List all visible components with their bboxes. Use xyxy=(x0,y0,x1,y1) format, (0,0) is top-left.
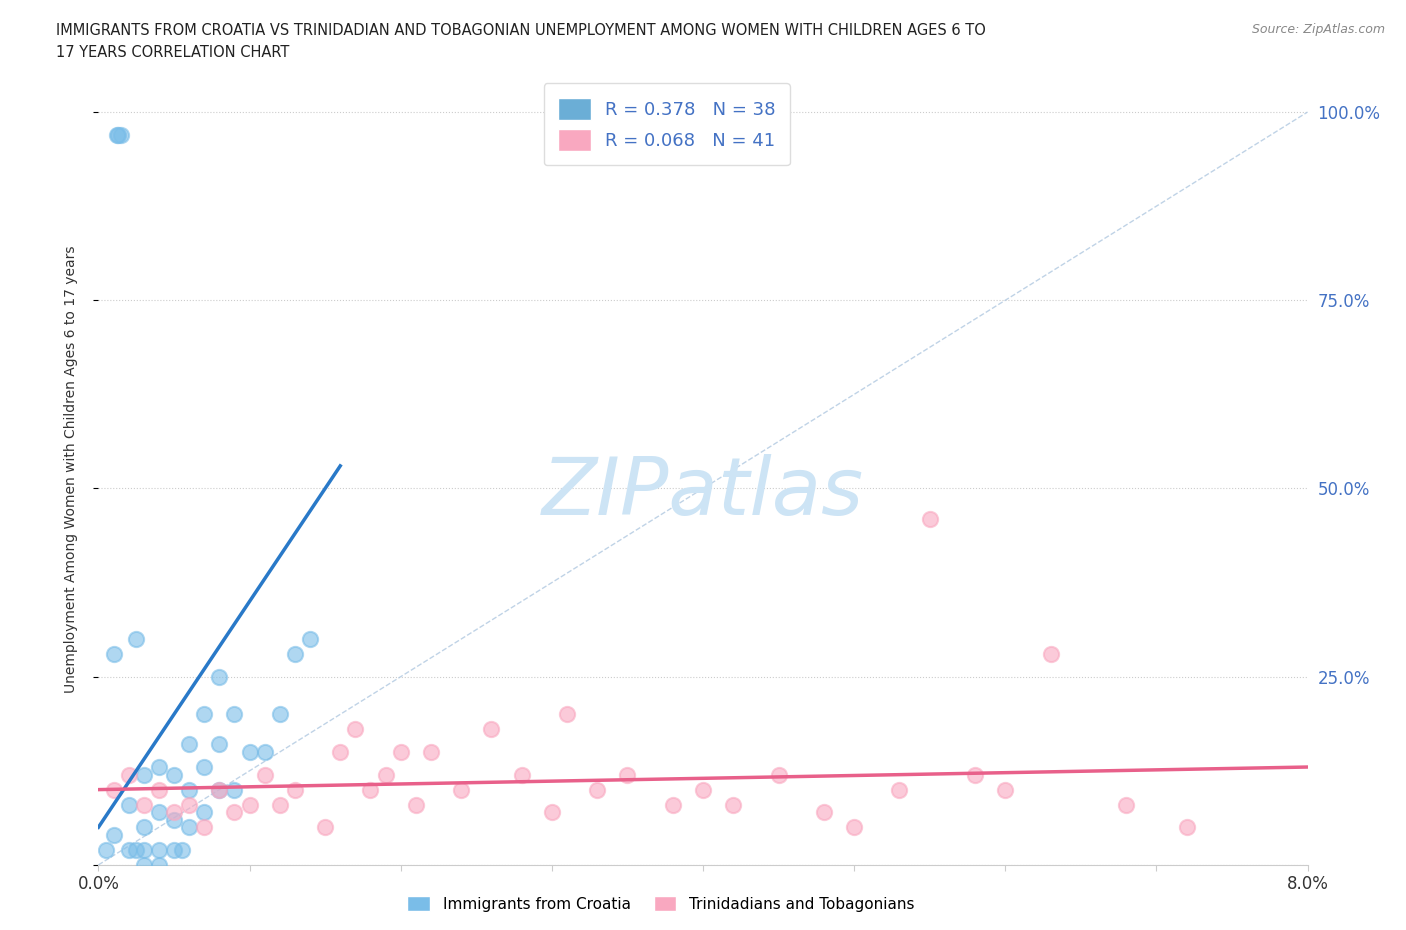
Point xyxy=(555,707,578,722)
Point xyxy=(94,843,117,857)
Point xyxy=(132,767,155,782)
Point xyxy=(163,767,186,782)
Point xyxy=(450,782,472,797)
Point xyxy=(239,797,262,812)
Point xyxy=(103,782,125,797)
Text: 17 YEARS CORRELATION CHART: 17 YEARS CORRELATION CHART xyxy=(56,45,290,60)
Point xyxy=(179,782,201,797)
Point xyxy=(844,820,866,835)
Point xyxy=(889,782,911,797)
Point xyxy=(148,804,170,819)
Point xyxy=(107,127,129,142)
Point xyxy=(179,737,201,751)
Point xyxy=(965,767,987,782)
Point xyxy=(193,760,215,775)
Point xyxy=(253,767,276,782)
Point xyxy=(179,820,201,835)
Point xyxy=(118,843,141,857)
Legend: R = 0.378   N = 38, R = 0.068   N = 41: R = 0.378 N = 38, R = 0.068 N = 41 xyxy=(544,84,790,166)
Point xyxy=(132,857,155,872)
Point xyxy=(148,782,170,797)
Point xyxy=(239,745,262,760)
Point xyxy=(360,782,382,797)
Point xyxy=(994,782,1017,797)
Point xyxy=(420,745,443,760)
Point xyxy=(540,804,562,819)
Point xyxy=(208,782,231,797)
Point xyxy=(193,707,215,722)
Point xyxy=(132,820,155,835)
Point xyxy=(208,782,231,797)
Point xyxy=(163,843,186,857)
Point xyxy=(284,782,307,797)
Point xyxy=(768,767,790,782)
Point xyxy=(918,512,941,526)
Point xyxy=(269,707,291,722)
Point xyxy=(813,804,835,819)
Point xyxy=(163,812,186,827)
Y-axis label: Unemployment Among Women with Children Ages 6 to 17 years: Unemployment Among Women with Children A… xyxy=(63,246,77,694)
Point xyxy=(344,722,367,737)
Point xyxy=(103,646,125,661)
Point xyxy=(103,828,125,843)
Point xyxy=(132,797,155,812)
Point xyxy=(692,782,714,797)
Point xyxy=(510,767,533,782)
Point xyxy=(616,767,638,782)
Point xyxy=(125,843,148,857)
Text: Source: ZipAtlas.com: Source: ZipAtlas.com xyxy=(1251,23,1385,36)
Point xyxy=(253,745,276,760)
Point xyxy=(405,797,427,812)
Point xyxy=(299,631,322,646)
Point xyxy=(1039,646,1062,661)
Legend: Immigrants from Croatia, Trinidadians and Tobagonians: Immigrants from Croatia, Trinidadians an… xyxy=(401,889,921,918)
Point xyxy=(1175,820,1198,835)
Text: ZIPatlas: ZIPatlas xyxy=(541,455,865,532)
Point xyxy=(125,631,148,646)
Point xyxy=(179,797,201,812)
Point xyxy=(269,797,291,812)
Point xyxy=(148,760,170,775)
Point xyxy=(148,843,170,857)
Point xyxy=(1115,797,1137,812)
Point xyxy=(723,797,745,812)
Point xyxy=(481,722,503,737)
Point xyxy=(329,745,352,760)
Point xyxy=(193,820,215,835)
Point xyxy=(314,820,336,835)
Point xyxy=(224,804,246,819)
Point xyxy=(374,767,396,782)
Point xyxy=(110,127,132,142)
Point xyxy=(389,745,412,760)
Point xyxy=(163,804,186,819)
Point xyxy=(224,707,246,722)
Text: IMMIGRANTS FROM CROATIA VS TRINIDADIAN AND TOBAGONIAN UNEMPLOYMENT AMONG WOMEN W: IMMIGRANTS FROM CROATIA VS TRINIDADIAN A… xyxy=(56,23,986,38)
Point xyxy=(105,127,128,142)
Point xyxy=(586,782,609,797)
Point xyxy=(661,797,683,812)
Point xyxy=(118,767,141,782)
Point xyxy=(208,737,231,751)
Point xyxy=(224,782,246,797)
Point xyxy=(208,670,231,684)
Point xyxy=(148,857,170,872)
Point xyxy=(132,843,155,857)
Point xyxy=(118,797,141,812)
Point xyxy=(193,804,215,819)
Point xyxy=(284,646,307,661)
Point xyxy=(170,843,193,857)
